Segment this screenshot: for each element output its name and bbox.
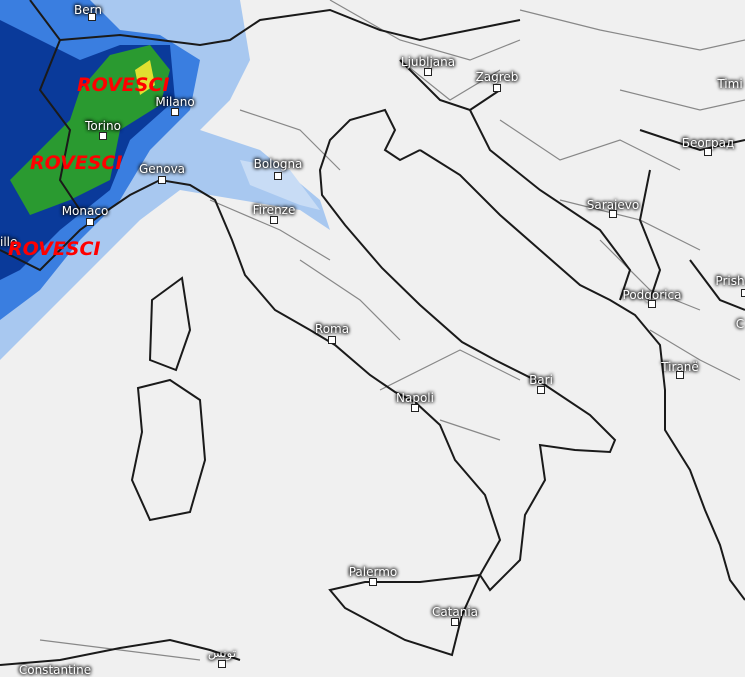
city-marker	[218, 660, 226, 668]
city-marker	[158, 176, 166, 184]
city-label: Bari	[529, 373, 553, 387]
city-label: Napoli	[396, 391, 434, 405]
city-label: Timi	[717, 77, 743, 91]
city-label: Genova	[138, 162, 186, 176]
city-label: Tiranë	[661, 360, 699, 374]
city-label: Sarajevo	[586, 198, 640, 212]
city-marker	[537, 386, 545, 394]
city-label: Bologna	[253, 157, 303, 171]
corsica	[148, 276, 192, 372]
italy-coast	[0, 108, 617, 592]
city-label: Constantine	[18, 663, 92, 677]
city-label: Milano	[155, 95, 195, 109]
city-marker	[704, 148, 712, 156]
city-marker	[369, 578, 377, 586]
rain-extreme	[135, 60, 155, 95]
sardinia	[130, 378, 207, 522]
city-marker	[270, 216, 278, 224]
coastlines	[0, 108, 745, 666]
city-label: Zagreb	[475, 70, 519, 84]
city-label: Palermo	[348, 565, 398, 579]
city-marker	[99, 132, 107, 140]
city-marker	[411, 404, 419, 412]
city-label: تونس	[207, 646, 237, 660]
weather-label-showers: ROVESCI	[8, 238, 101, 260]
city-marker	[328, 336, 336, 344]
city-marker	[424, 68, 432, 76]
city-label: eille	[0, 235, 18, 249]
city-label: Podgorica	[622, 288, 682, 302]
city-label: Torino	[85, 119, 121, 133]
city-marker	[609, 210, 617, 218]
rain-very-heavy	[10, 45, 170, 215]
africa-coast	[0, 638, 241, 666]
sicily	[328, 573, 482, 657]
city-label: Catania	[431, 605, 479, 619]
city-label: Prish	[715, 274, 745, 288]
city-label: Monaco	[61, 204, 109, 218]
city-marker	[648, 300, 656, 308]
weather-label-showers: ROVESCI	[30, 152, 123, 174]
city-label: Firenze	[252, 203, 296, 217]
city-marker	[274, 172, 282, 180]
city-label: Ljubljana	[400, 55, 456, 69]
balkan-coast	[419, 149, 745, 601]
city-label: С	[735, 317, 745, 331]
city-marker	[741, 289, 745, 297]
city-marker	[451, 618, 459, 626]
city-marker	[171, 108, 179, 116]
city-label: Roma	[314, 322, 350, 336]
city-marker	[86, 218, 94, 226]
city-marker	[493, 84, 501, 92]
city-marker	[88, 13, 96, 21]
city-label: Београд	[681, 136, 735, 150]
weather-label-showers: ROVESCI	[77, 74, 170, 96]
region-borders	[39, 0, 745, 661]
rain-spots	[240, 160, 320, 210]
country-borders	[29, 0, 745, 311]
city-marker	[676, 371, 684, 379]
